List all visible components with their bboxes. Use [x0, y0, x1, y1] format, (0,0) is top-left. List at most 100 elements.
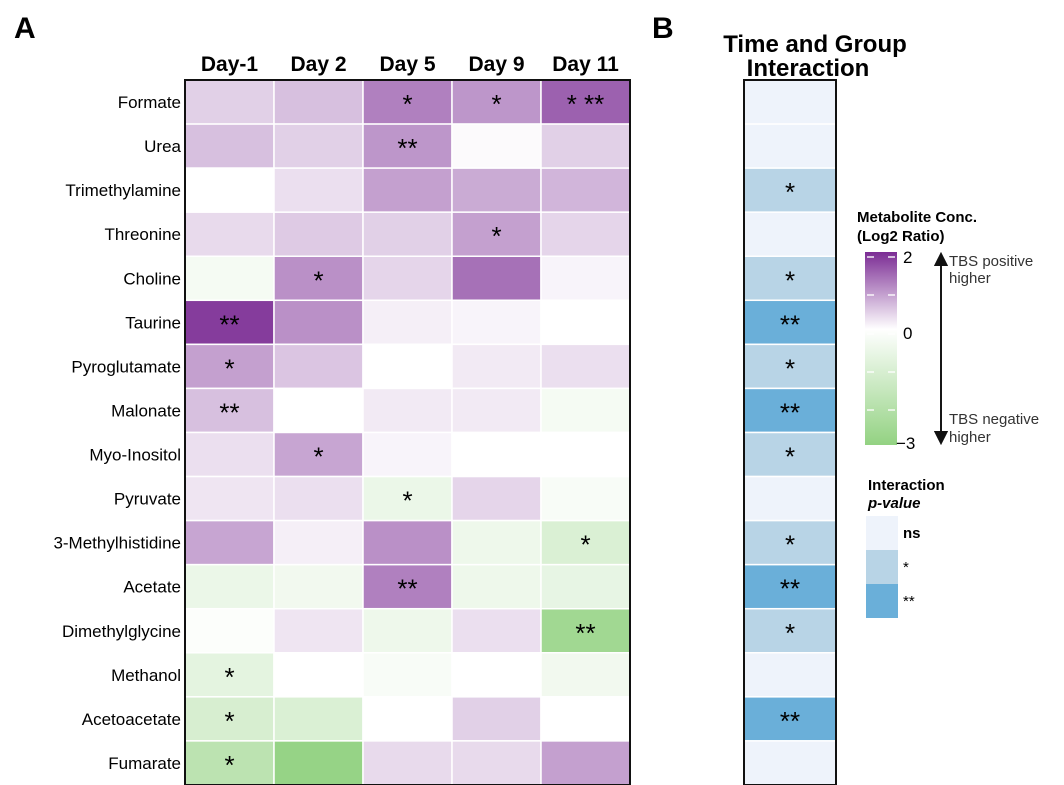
- pvalue-legend-title-line2: p-value: [867, 495, 921, 512]
- heatmap-cell: [362, 607, 453, 654]
- significance-label: *: [313, 442, 323, 472]
- heatmap-cell: [540, 299, 631, 346]
- heatmap-cell: [451, 387, 542, 434]
- interaction-cell: [743, 519, 837, 566]
- pvalue-legend-title-line1: Interaction: [868, 477, 945, 494]
- interaction-significance-label: *: [785, 530, 795, 560]
- pos-label-line1: TBS positive: [949, 253, 1033, 270]
- heatmap-cell: [451, 652, 542, 698]
- concentration-legend: Metabolite Conc. (Log2 Ratio) 2 0 −3 TBS…: [857, 209, 1039, 453]
- heatmap-cell: [184, 167, 275, 213]
- panel-b-label: B: [652, 12, 674, 45]
- panel-a-label: A: [14, 12, 36, 45]
- column-label: Day 5: [379, 53, 435, 76]
- heatmap-cell: [362, 652, 453, 698]
- heatmap-cell: [451, 607, 542, 654]
- significance-label: *: [224, 353, 234, 383]
- colorbar-min-label: −3: [896, 434, 915, 453]
- heatmap-cell: [273, 255, 364, 302]
- heatmap-cell: [273, 167, 364, 213]
- significance-label: *: [491, 89, 501, 119]
- row-label: Pyruvate: [114, 490, 181, 509]
- interaction-cell: [743, 123, 837, 169]
- row-label: Trimethylamine: [65, 181, 181, 200]
- heatmap-cell: [362, 431, 453, 478]
- significance-label: **: [219, 309, 239, 339]
- column-label: Day-1: [201, 53, 259, 76]
- heatmap-a: * * * *********************: [184, 79, 631, 785]
- neg-label-line1: TBS negative: [949, 411, 1039, 428]
- colorbar-max-label: 2: [903, 248, 912, 267]
- heatmap-cell: [540, 696, 631, 742]
- heatmap-cell: [273, 652, 364, 698]
- pvalue-legend: Interaction p-value ns***: [866, 477, 945, 618]
- heatmap-cell: [184, 563, 275, 610]
- heatmap-cell: [362, 740, 453, 785]
- heatmap-cell: [451, 343, 542, 390]
- heatmap-cell: [540, 475, 631, 522]
- row-label: Threonine: [104, 225, 181, 244]
- row-label: Malonate: [111, 401, 181, 420]
- panel-b-title-line2: Interaction: [747, 55, 870, 82]
- heatmap-cell: [273, 123, 364, 169]
- heatmap-cell: [184, 607, 275, 654]
- significance-label: * **: [567, 89, 605, 119]
- heatmap-cell: [451, 255, 542, 302]
- heatmap-cell: [540, 123, 631, 169]
- significance-label: *: [224, 750, 234, 780]
- column-label: Day 9: [468, 53, 524, 76]
- interaction-significance-label: **: [780, 397, 800, 427]
- significance-label: *: [580, 530, 590, 560]
- heatmap-cell: [362, 519, 453, 566]
- heatmap-a-column-labels: Day-1 Day 2 Day 5 Day 9 Day 11: [201, 53, 619, 76]
- significance-label: *: [313, 265, 323, 295]
- interaction-significance-label: *: [785, 353, 795, 383]
- interaction-cell: [743, 79, 837, 125]
- pvalue-legend-label: ns: [903, 525, 921, 542]
- interaction-significance-label: **: [780, 574, 800, 604]
- heatmap-cell: [451, 431, 542, 478]
- significance-label: *: [402, 486, 412, 516]
- heatmap-cell: [451, 696, 542, 742]
- interaction-cell: [743, 255, 837, 302]
- row-label: Methanol: [111, 666, 181, 685]
- significance-label: *: [402, 89, 412, 119]
- row-label: Fumarate: [108, 754, 181, 773]
- heatmap-cell: [273, 519, 364, 566]
- pvalue-legend-label: **: [903, 593, 915, 610]
- heatmap-cell: [362, 211, 453, 257]
- heatmap-cell: [184, 255, 275, 302]
- colorbar-mid-label: 0: [903, 324, 912, 343]
- heatmap-cell: [451, 519, 542, 566]
- significance-label: *: [224, 706, 234, 736]
- row-label: Formate: [118, 93, 181, 112]
- heatmap-cell: [184, 79, 275, 125]
- interaction-cell: [743, 475, 837, 522]
- interaction-cell: [743, 740, 837, 785]
- heatmap-cell: [362, 255, 453, 302]
- heatmap-b-frame: [743, 79, 837, 785]
- heatmap-cell: [451, 475, 542, 522]
- row-label: Acetate: [123, 578, 181, 597]
- row-label: Acetoacetate: [82, 710, 181, 729]
- heatmap-cell: [184, 123, 275, 169]
- row-label: Myo-Inositol: [89, 446, 181, 465]
- conc-legend-title-line1: Metabolite Conc.: [857, 209, 977, 226]
- heatmap-cell: [540, 211, 631, 257]
- interaction-significance-label: *: [785, 177, 795, 207]
- heatmap-cell: [184, 431, 275, 478]
- heatmap-cell: [362, 299, 453, 346]
- pvalue-legend-swatch: [866, 550, 898, 584]
- interaction-cell: [743, 696, 837, 742]
- heatmap-cell: [362, 696, 453, 742]
- interaction-significance-label: **: [780, 309, 800, 339]
- heatmap-b: **************: [743, 79, 837, 785]
- interaction-significance-label: **: [780, 706, 800, 736]
- row-label: 3-Methylhistidine: [53, 534, 181, 553]
- pvalue-legend-swatch: [866, 516, 898, 550]
- heatmap-cell: [273, 343, 364, 390]
- row-label: Dimethylglycine: [62, 622, 181, 641]
- column-label: Day 11: [552, 53, 619, 76]
- pvalue-legend-swatch: [866, 584, 898, 618]
